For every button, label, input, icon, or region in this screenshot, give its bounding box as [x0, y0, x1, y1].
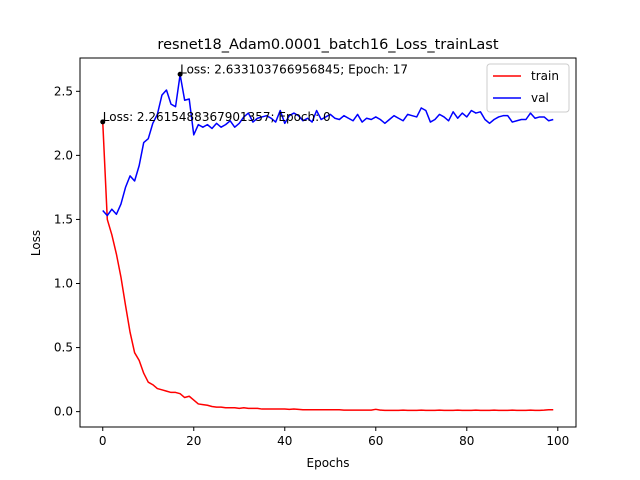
y-tick-label: 2.0	[54, 148, 73, 162]
y-tick-label: 0.0	[54, 405, 73, 419]
series-line-val	[102, 73, 554, 217]
series-line-train	[102, 122, 554, 412]
legend: train val	[486, 63, 570, 113]
chart-title: resnet18_Adam0.0001_batch16_Loss_trainLa…	[157, 37, 498, 53]
annotation-marker	[177, 71, 183, 77]
x-tick-label: 20	[186, 434, 201, 448]
legend-label-train: train	[531, 69, 559, 83]
x-axis-label: Epochs	[307, 456, 350, 470]
y-tick-label: 1.5	[54, 212, 73, 226]
series-layer	[102, 73, 554, 412]
y-tick-label: 0.5	[54, 341, 73, 355]
plot-frame	[79, 57, 577, 428]
x-tick-label: 60	[368, 434, 383, 448]
y-tick-label: 1.0	[54, 277, 73, 291]
y-tick-label: 2.5	[54, 84, 73, 98]
y-axis-ticks: 0.0 0.5 1.0 1.5 2.0 2.5	[54, 84, 80, 419]
x-tick-label: 0	[99, 434, 107, 448]
x-tick-label: 40	[277, 434, 292, 448]
y-axis-label: Loss	[29, 230, 43, 256]
annotation-label: Loss: 2.633103766956845; Epoch: 17	[180, 62, 408, 76]
annotation-layer: Loss: 2.2615488367901357; Epoch: 0 Loss: …	[100, 62, 408, 125]
legend-label-val: val	[531, 91, 549, 105]
x-axis-ticks: 0 20 40 60 80 100	[99, 427, 569, 448]
annotation-marker	[100, 119, 106, 125]
x-tick-label: 80	[459, 434, 474, 448]
annotation-label: Loss: 2.2615488367901357; Epoch: 0	[103, 110, 331, 124]
x-tick-label: 100	[546, 434, 569, 448]
